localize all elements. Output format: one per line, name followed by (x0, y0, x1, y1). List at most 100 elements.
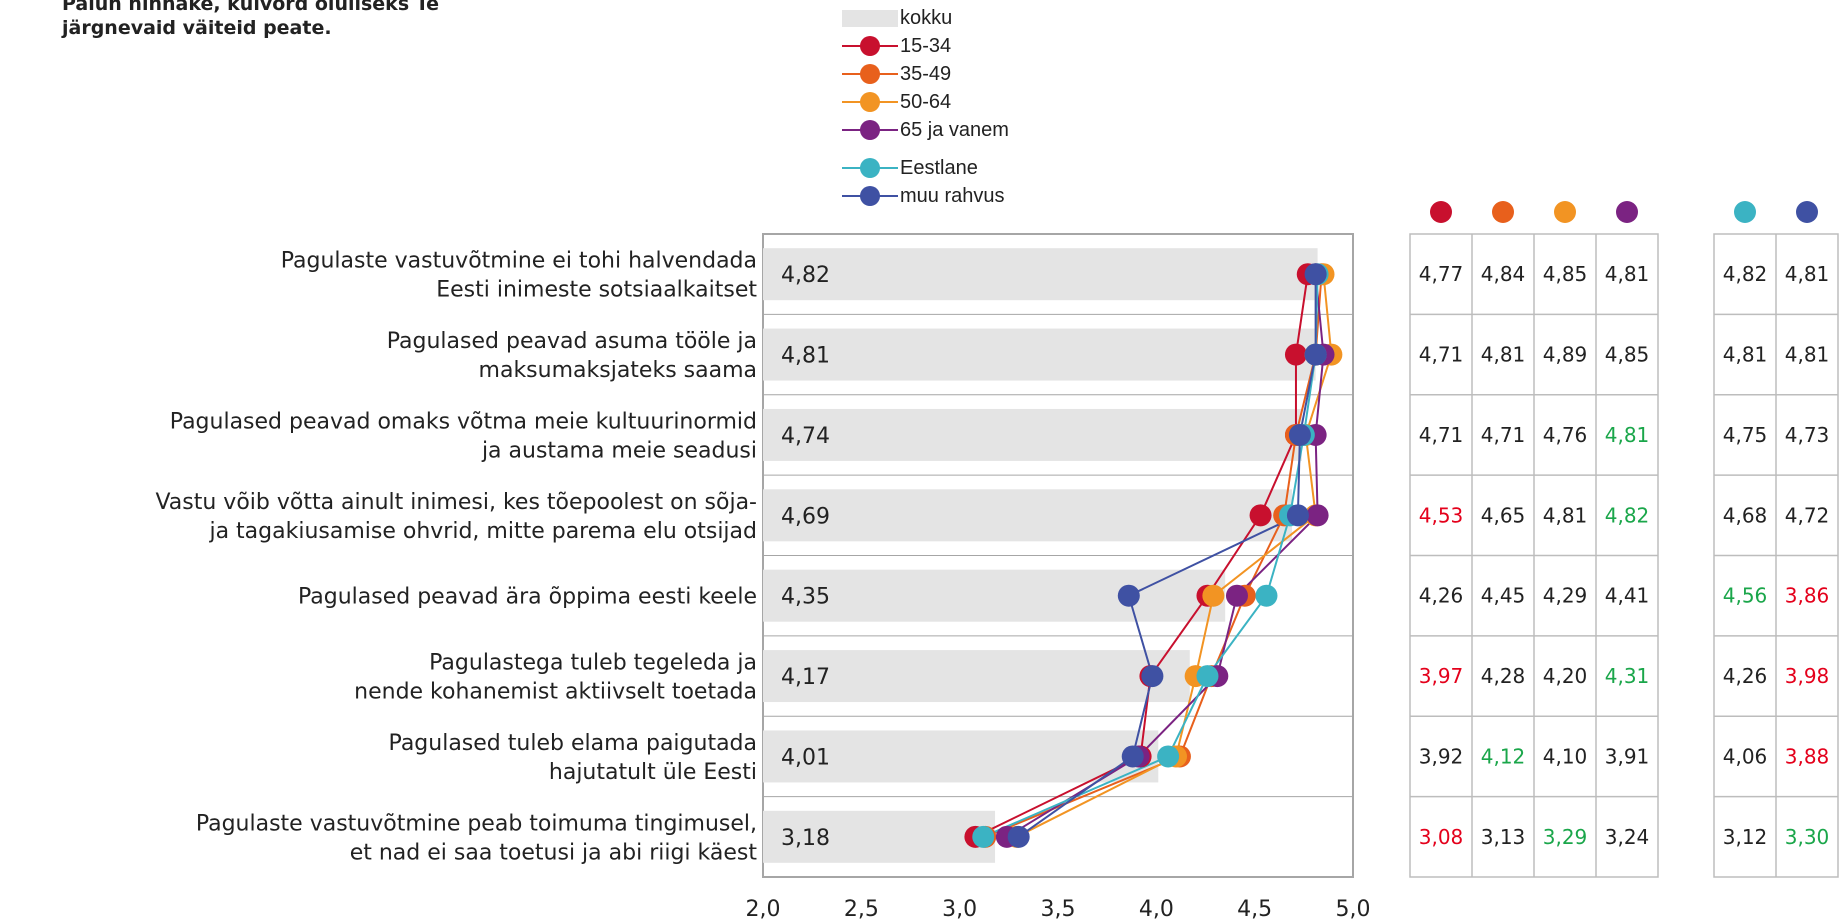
series-point-eestlane (972, 825, 995, 848)
bar-kokku (763, 408, 1302, 461)
bar-kokku (763, 328, 1316, 381)
category-label: Pagulastega tuleb tegeleda ja nende kohan… (354, 651, 757, 705)
legend-bar-swatch (842, 9, 898, 27)
category-label: Pagulased tuleb elama paigutada hajutatul… (389, 731, 757, 785)
category-label: Pagulased peavad omaks võtma meie kultuu… (170, 409, 757, 463)
legend-swatch-15-34 (842, 36, 898, 56)
nationality-table-cell: 4,73 (1785, 423, 1830, 447)
age-table-cell: 4,85 (1605, 343, 1650, 367)
series-point-muu-rahvus (1121, 745, 1144, 768)
age-table-cell: 4,28 (1481, 664, 1526, 688)
age-table-cell: 4,20 (1543, 664, 1588, 688)
age-table-cell: 4,81 (1605, 262, 1650, 286)
age-table-cell: 4,81 (1605, 423, 1650, 447)
chart-title-line-1: Palun hinnake, kuivõrd oluliseks Te (62, 0, 440, 15)
age-table-cell: 4,12 (1481, 744, 1526, 768)
legend-swatch-muu-rahvus (842, 186, 898, 206)
bar-value-label: 4,81 (781, 344, 830, 369)
nationality-table-cell: 4,06 (1723, 744, 1768, 768)
nationality-table-cell: 4,75 (1723, 423, 1768, 447)
age-table-header-dot (1616, 201, 1638, 223)
series-line-15-34 (974, 274, 1309, 838)
x-tick-label: 4,0 (1139, 897, 1174, 920)
age-table-cell: 4,41 (1605, 584, 1650, 608)
x-tick-label: 3,0 (942, 897, 977, 920)
age-table-cell: 4,53 (1419, 503, 1464, 527)
nationality-table-cell: 3,30 (1785, 825, 1830, 849)
legend-swatch-35-49 (842, 64, 898, 84)
nationality-table-cell: 3,86 (1785, 584, 1830, 608)
nationality-table-cell: 3,88 (1785, 744, 1830, 768)
series-point-eestlane (1255, 584, 1278, 607)
age-table-cell: 3,92 (1419, 744, 1464, 768)
age-table-cell: 4,76 (1543, 423, 1588, 447)
bar-value-label: 4,01 (781, 745, 830, 770)
legend-item-15-34: 15-34 (842, 32, 1009, 60)
legend-label-35-49: 35-49 (900, 63, 952, 85)
bar-value-label: 4,17 (781, 665, 830, 690)
age-table-cell: 4,85 (1543, 262, 1588, 286)
bar-value-label: 4,35 (781, 585, 830, 610)
age-table-cell: 3,24 (1605, 825, 1650, 849)
legend-item-kokku: kokku (842, 4, 1009, 32)
bar-kokku (763, 650, 1190, 703)
nationality-table-cell: 4,72 (1785, 503, 1830, 527)
legend-label-kokku: kokku (900, 7, 953, 29)
series-point-muu-rahvus (1286, 504, 1309, 527)
age-table-cell: 4,82 (1605, 503, 1650, 527)
nationality-table-cell: 4,56 (1723, 584, 1768, 608)
age-table-cell: 4,81 (1543, 503, 1588, 527)
x-tick-label: 5,0 (1336, 897, 1371, 920)
series-point-muu-rahvus (1117, 584, 1140, 607)
legend-label-eestlane: Eestlane (900, 157, 978, 179)
age-table-cell: 4,71 (1419, 343, 1464, 367)
legend-item-muu-rahvus: muu rahvus (842, 182, 1009, 210)
age-table-cell: 4,31 (1605, 664, 1650, 688)
legend-swatch-65-ja-vanem (842, 120, 898, 140)
bar-value-label: 4,69 (781, 504, 830, 529)
bar-kokku (763, 569, 1226, 622)
x-tick-label: 3,5 (1041, 897, 1076, 920)
age-table-cell: 4,71 (1419, 423, 1464, 447)
legend-swatch-eestlane (842, 158, 898, 178)
legend-label-65-ja-vanem: 65 ja vanem (900, 119, 1009, 141)
legend-item-50-64: 50-64 (842, 88, 1009, 116)
chart-legend: kokku 15-34 35-49 50-64 65 ja vanem Eest… (842, 4, 1009, 210)
series-point-15-34 (1284, 343, 1307, 366)
category-label: Pagulaste vastuvõtmine peab toimuma ting… (196, 811, 758, 865)
bar-kokku (763, 810, 996, 863)
series-point-65-ja-vanem (1306, 504, 1329, 527)
age-table-cell: 4,77 (1419, 262, 1464, 286)
age-table-cell: 4,29 (1543, 584, 1588, 608)
chart-title-line-2: järgnevaid väiteid peate. (62, 17, 332, 39)
series-line-50-64 (1016, 274, 1333, 838)
x-tick-label: 4,5 (1237, 897, 1272, 920)
series-point-eestlane (1196, 665, 1219, 688)
series-line-muu-rahvus (1018, 274, 1317, 838)
bar-value-label: 4,82 (781, 263, 830, 288)
age-table-cell: 3,13 (1481, 825, 1526, 849)
series-point-muu-rahvus (1304, 343, 1327, 366)
nationality-table-cell: 4,68 (1723, 503, 1768, 527)
nationality-table-header-dot (1734, 201, 1756, 223)
category-label: Pagulaste vastuvõtmine ei tohi halvendad… (281, 249, 758, 303)
age-table-cell: 3,91 (1605, 744, 1650, 768)
age-table-cell: 3,29 (1543, 825, 1588, 849)
x-tick-label: 2,5 (844, 897, 879, 920)
age-table-cell: 4,45 (1481, 584, 1526, 608)
bar-kokku (763, 248, 1318, 301)
legend-label-muu-rahvus: muu rahvus (900, 185, 1005, 207)
nationality-table-cell: 3,12 (1723, 825, 1768, 849)
series-point-muu-rahvus (1007, 825, 1030, 848)
age-table-cell: 4,84 (1481, 262, 1526, 286)
series-point-50-64 (1202, 584, 1225, 607)
nationality-table-cell: 4,26 (1723, 664, 1768, 688)
age-table-cell: 4,71 (1481, 423, 1526, 447)
age-table-cell: 4,89 (1543, 343, 1588, 367)
series-point-65-ja-vanem (1225, 584, 1248, 607)
age-table-header-dot (1554, 201, 1576, 223)
legend-item-65-ja-vanem: 65 ja vanem (842, 116, 1009, 144)
age-table-cell: 4,81 (1481, 343, 1526, 367)
age-table-cell: 4,26 (1419, 584, 1464, 608)
age-table-header-dot (1430, 201, 1452, 223)
